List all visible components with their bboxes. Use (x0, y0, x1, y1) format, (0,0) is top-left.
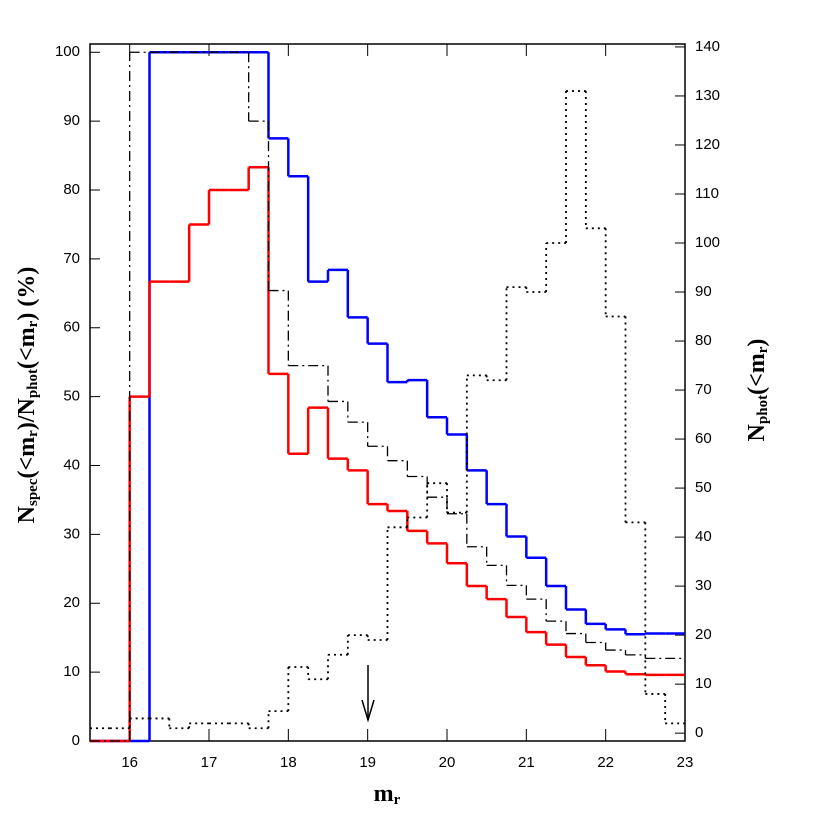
y-tick-label: 20 (63, 594, 80, 611)
x-tick-label: 18 (280, 754, 297, 771)
y2-tick-label: 20 (695, 626, 712, 643)
y-tick-label: 100 (55, 43, 80, 60)
x-axis-label: mr (374, 781, 401, 809)
label-part: ) (744, 339, 770, 347)
label-subscript: r (394, 792, 401, 808)
y2-tick-label: 60 (695, 430, 712, 447)
y-tick-label: 70 (63, 250, 80, 267)
label-part: (<m (14, 327, 40, 369)
y-tick-label: 40 (63, 456, 80, 473)
series (90, 51, 685, 742)
x-tick-label: 20 (439, 754, 456, 771)
label-part: N (744, 423, 770, 441)
x-tick-label: 23 (677, 754, 694, 771)
series (90, 51, 685, 743)
y2-axis-label: Nphot(<mr) (744, 339, 772, 442)
label-subscript: r (755, 346, 771, 353)
label-subscript: r (25, 320, 41, 327)
y-tick-label: 0 (72, 732, 80, 749)
label-subscript: phot (755, 395, 771, 424)
label-part: )/N (14, 398, 40, 431)
y-tick-label: 80 (63, 181, 80, 198)
y-tick-label: 30 (63, 525, 80, 542)
y-tick-label: 90 (63, 112, 80, 129)
label-subscript: spec (25, 478, 41, 506)
y2-tick-label: 140 (695, 38, 720, 55)
label-part: (<m (14, 437, 40, 479)
x-tick-label: 19 (359, 754, 376, 771)
label-part: m (374, 781, 394, 807)
y2-tick-label: 90 (695, 283, 712, 300)
y2-tick-label: 50 (695, 479, 712, 496)
x-tick-label: 21 (518, 754, 535, 771)
y-axis-label: Nspec(<mr)/Nphot(<mr) (%) (14, 267, 42, 524)
y-tick-label: 60 (63, 319, 80, 336)
x-tick-label: 16 (121, 754, 138, 771)
y2-tick-label: 0 (695, 724, 703, 741)
plot-frame (89, 43, 686, 742)
y2-tick-label: 110 (695, 185, 719, 202)
label-subscript: phot (25, 369, 41, 398)
y2-tick-label: 80 (695, 332, 712, 349)
y2-tick-label: 40 (695, 528, 712, 545)
label-part: (<m (744, 353, 770, 395)
label-subscript: r (25, 430, 41, 437)
label-part: N (14, 505, 40, 523)
y2-tick-label: 70 (695, 381, 712, 398)
y-tick-label: 10 (63, 663, 80, 680)
series (90, 166, 685, 743)
y-tick-label: 50 (63, 388, 80, 405)
label-part: ) (%) (14, 267, 40, 321)
y2-tick-label: 120 (695, 136, 720, 153)
series (90, 90, 685, 730)
y2-tick-label: 10 (695, 675, 712, 692)
y2-tick-label: 130 (695, 87, 720, 104)
limit-arrow (361, 665, 375, 723)
y2-tick-label: 100 (695, 234, 720, 251)
x-tick-label: 22 (597, 754, 614, 771)
x-tick-label: 17 (201, 754, 218, 771)
y2-tick-label: 30 (695, 577, 712, 594)
